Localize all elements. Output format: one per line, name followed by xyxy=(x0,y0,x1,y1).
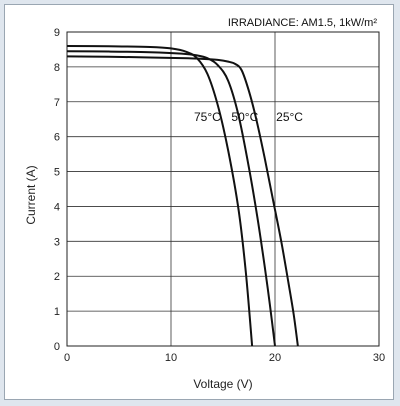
label-layer: 25°C 50°C 75°C xyxy=(194,110,303,124)
y-tick-label: 8 xyxy=(54,62,60,74)
y-tick-label: 7 xyxy=(54,97,60,109)
iv-curve-chart: 0 1 2 3 4 5 6 7 8 9 0 10 20 30 25°C 50°C 75°C IRRADIANC… xyxy=(24,17,385,391)
series-label-75c: 75°C xyxy=(194,110,221,124)
y-axis-label: Current (A) xyxy=(24,165,38,224)
y-tick-label: 5 xyxy=(54,167,60,179)
y-tick-label: 6 xyxy=(54,132,60,144)
y-tick-label: 9 xyxy=(54,27,60,39)
series-label-50c: 50°C xyxy=(231,110,258,124)
series-line-50c xyxy=(66,50,276,347)
x-tick-label: 0 xyxy=(64,352,70,364)
series-layer xyxy=(66,44,299,347)
plot-border xyxy=(66,31,380,347)
irradiance-annotation: IRRADIANCE: AM1.5, 1kW/m² xyxy=(228,17,377,29)
x-tick-label: 30 xyxy=(373,352,385,364)
x-axis-label: Voltage (V) xyxy=(193,377,252,391)
series-label-25c: 25°C xyxy=(276,110,303,124)
y-tick-label: 3 xyxy=(54,236,60,248)
y-tick-label: 0 xyxy=(54,341,60,353)
axis-layer: 0 1 2 3 4 5 6 7 8 9 0 10 20 30 xyxy=(54,27,385,364)
x-tick-label: 10 xyxy=(165,352,177,364)
series-line-75c xyxy=(66,44,254,347)
y-tick-label: 4 xyxy=(54,201,60,213)
x-tick-label: 20 xyxy=(269,352,281,364)
grid-layer xyxy=(67,32,379,346)
y-tick-label: 2 xyxy=(54,271,60,283)
series-line-25c xyxy=(66,55,299,347)
y-tick-label: 1 xyxy=(54,306,60,318)
chart-frame: 0 1 2 3 4 5 6 7 8 9 0 10 20 30 25°C 50°C 75°C IRRADIANC… xyxy=(4,4,394,400)
